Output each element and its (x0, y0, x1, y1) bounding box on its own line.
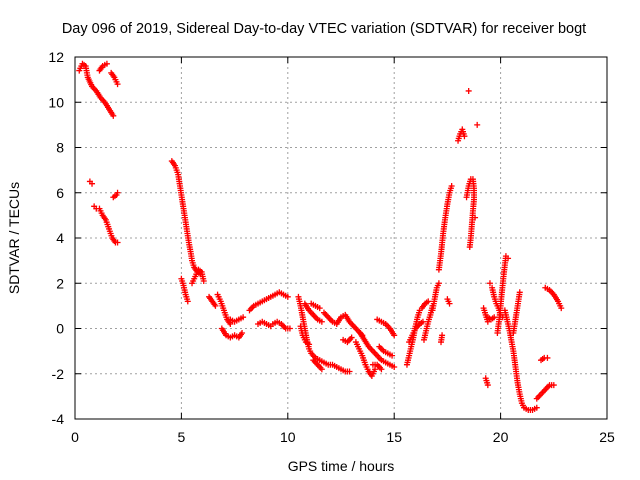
data-point (472, 214, 479, 221)
y-tick-label: 2 (56, 275, 64, 291)
x-tick-label: 20 (493, 429, 509, 445)
y-tick-label: 6 (56, 185, 64, 201)
axis-ticks: 0 5 10 15 20 25 -4 -2 0 2 4 6 8 10 12 (48, 49, 615, 445)
data-series-sdtvar (76, 60, 565, 413)
data-point (448, 182, 455, 189)
data-point (306, 341, 313, 348)
x-axis-label: GPS time / hours (288, 458, 395, 474)
data-point (435, 280, 442, 287)
y-tick-label: 10 (48, 94, 64, 110)
data-point (286, 325, 293, 332)
data-point (558, 305, 565, 312)
data-point (200, 277, 207, 284)
grid-lines (75, 57, 607, 419)
data-point (461, 133, 468, 140)
x-tick-label: 15 (386, 429, 402, 445)
data-point (505, 255, 512, 262)
data-point (465, 87, 472, 94)
chart-title: Day 096 of 2019, Sidereal Day-to-day VTE… (62, 21, 586, 37)
x-tick-label: 25 (599, 429, 615, 445)
data-point (389, 352, 396, 359)
y-tick-label: 4 (56, 230, 64, 246)
data-point (348, 334, 355, 341)
data-point (391, 332, 398, 339)
data-point (419, 318, 426, 325)
data-point (491, 314, 498, 321)
data-point (484, 382, 491, 389)
data-point (239, 330, 246, 337)
x-tick-label: 0 (71, 429, 79, 445)
data-point (114, 81, 121, 88)
data-point (114, 239, 121, 246)
data-point (318, 318, 325, 325)
data-point (466, 244, 473, 251)
data-point (184, 298, 191, 305)
data-point (544, 354, 551, 361)
data-point (516, 289, 523, 296)
data-point (114, 189, 121, 196)
data-point (550, 382, 557, 389)
data-point (425, 298, 432, 305)
data-point (439, 332, 446, 339)
x-tick-label: 5 (178, 429, 186, 445)
plot-frame (74, 56, 608, 420)
data-point (391, 363, 398, 370)
data-point (346, 368, 353, 375)
y-tick-label: -4 (52, 411, 65, 427)
data-point (378, 366, 385, 373)
data-point (284, 293, 291, 300)
data-point (212, 302, 219, 309)
data-point (240, 314, 247, 321)
data-point (486, 280, 493, 287)
data-point (318, 366, 325, 373)
data-point (103, 60, 110, 67)
x-tick-label: 10 (280, 429, 296, 445)
y-tick-label: 0 (56, 321, 64, 337)
data-point (316, 305, 323, 312)
data-point (474, 121, 481, 128)
y-tick-label: -2 (52, 366, 65, 382)
data-point (446, 300, 453, 307)
data-point (110, 112, 117, 119)
data-point (89, 180, 96, 187)
data-point (533, 404, 540, 411)
y-tick-label: 8 (56, 140, 64, 156)
y-tick-label: 12 (48, 49, 64, 65)
y-axis-label: SDTVAR / TECUs (6, 182, 22, 294)
